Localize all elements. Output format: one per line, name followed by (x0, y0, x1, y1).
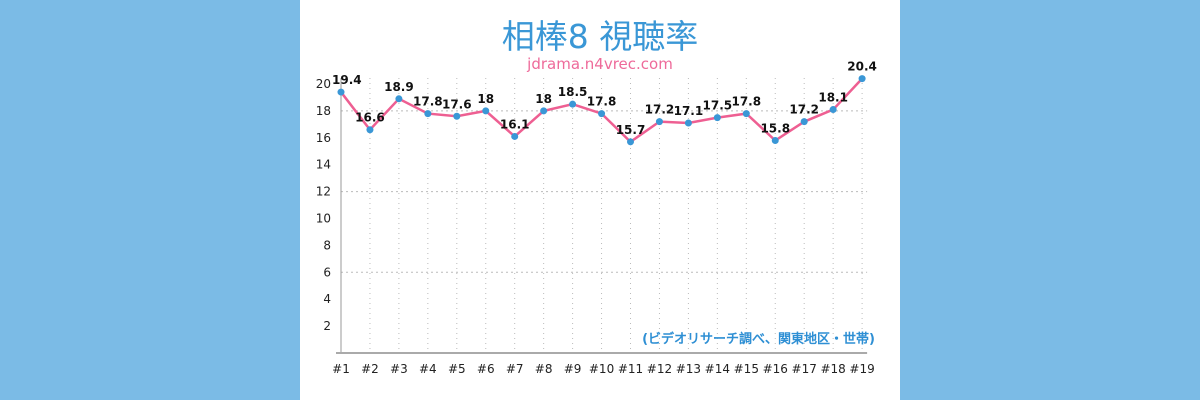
data-label: 17.2 (645, 103, 675, 117)
x-tick-label: #9 (564, 362, 582, 376)
data-label: 18.9 (384, 80, 414, 94)
data-label: 17.8 (731, 95, 761, 109)
y-tick-label: 8 (323, 238, 331, 252)
y-tick-label: 6 (323, 265, 331, 279)
y-tick-label: 16 (316, 131, 331, 145)
data-point (627, 138, 634, 146)
data-label: 18 (535, 92, 552, 106)
data-label: 17.8 (587, 95, 617, 109)
data-point (771, 136, 779, 144)
data-label: 15.8 (760, 121, 790, 135)
x-tick-label: #4 (419, 362, 437, 376)
x-tick-label: #19 (849, 362, 874, 376)
data-point (395, 95, 403, 103)
data-label: 18 (477, 92, 494, 106)
data-label: 15.7 (616, 123, 646, 137)
x-tick-label: #3 (390, 362, 408, 376)
x-tick-label: #8 (535, 362, 553, 376)
x-tick-label: #5 (448, 362, 466, 376)
chart-panel: 相棒8 視聴率 jdrama.n4vrec.com #1 #2 #3 #4 #5 #6 #7… (300, 0, 900, 400)
data-label: 20.4 (847, 60, 877, 74)
data-point (540, 107, 548, 115)
data-point (742, 110, 750, 118)
y-tick-label: 18 (316, 104, 331, 118)
x-tick-label: #17 (792, 362, 817, 376)
data-point (684, 119, 692, 127)
data-label: 16.1 (500, 117, 530, 131)
x-tick-label: #1 (332, 362, 350, 376)
data-label: 17.5 (703, 99, 733, 113)
data-point (366, 126, 374, 134)
data-label: 16.6 (355, 111, 385, 125)
data-point (858, 75, 866, 83)
data-label: 17.8 (413, 95, 443, 109)
data-label: 18.5 (558, 85, 588, 99)
data-point (337, 88, 345, 96)
data-point (424, 110, 432, 118)
x-tick-label: #2 (361, 362, 379, 376)
data-label: 17.6 (442, 97, 472, 111)
data-point (713, 114, 721, 122)
y-tick-label: 12 (316, 185, 331, 199)
x-tick-label: #14 (705, 362, 730, 376)
source-annotation: (ビデオリサーチ調べ、関東地区・世帯) (642, 331, 875, 347)
y-tick-label: 10 (316, 212, 331, 226)
x-tick-label: #11 (618, 362, 643, 376)
x-tick-label: #10 (589, 362, 614, 376)
data-point (453, 112, 461, 120)
x-tick-label: #16 (763, 362, 788, 376)
x-tick-label: #7 (506, 362, 524, 376)
y-tick-label: 20 (316, 77, 331, 91)
data-point (511, 132, 519, 140)
data-label: 17.2 (789, 103, 819, 117)
data-point (800, 118, 808, 126)
y-tick-label: 4 (323, 292, 331, 306)
x-tick-label: #6 (477, 362, 495, 376)
x-tick-label: #12 (647, 362, 672, 376)
x-tick-label: #13 (676, 362, 701, 376)
data-label: 19.4 (332, 73, 362, 87)
data-point (655, 118, 663, 126)
chart-title: 相棒8 視聴率 (501, 17, 699, 56)
data-point (569, 100, 577, 108)
data-label: 17.1 (674, 104, 704, 118)
chart-subtitle: jdrama.n4vrec.com (527, 55, 673, 73)
x-tick-label: #18 (820, 362, 845, 376)
y-tick-label: 14 (316, 158, 331, 172)
y-tick-label: 2 (323, 319, 331, 333)
data-label: 18.1 (818, 91, 848, 105)
line-chart: #1 #2 #3 #4 #5 #6 #7 #8 #9 #10 #11 #12 #13 #14 #15 #16 #… (316, 60, 877, 376)
data-point (482, 107, 490, 115)
data-point (598, 110, 606, 118)
data-point (829, 106, 837, 114)
x-tick-label: #15 (734, 362, 759, 376)
